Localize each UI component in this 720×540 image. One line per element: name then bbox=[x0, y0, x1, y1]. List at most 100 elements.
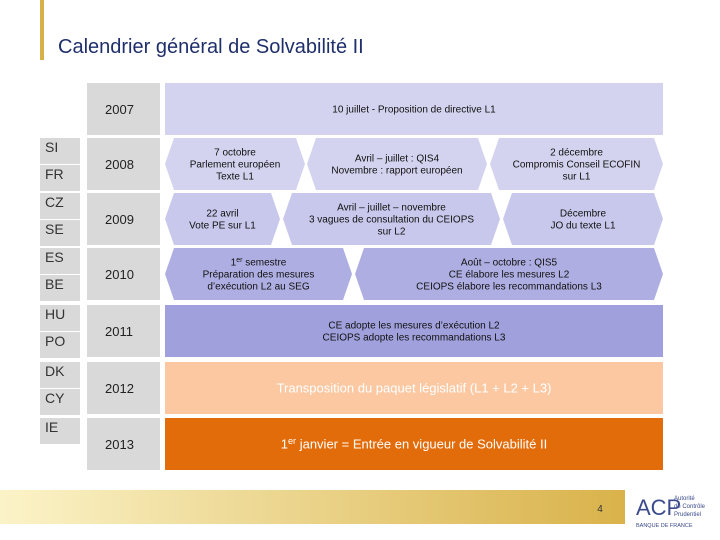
year-label: 2007 bbox=[105, 102, 134, 117]
event-text-part: CEIOPS adopte les recommandations L3 bbox=[323, 333, 506, 344]
event-text-part: Vote PE sur L1 bbox=[189, 221, 256, 232]
event-text: 10 juillet - Proposition de directive L1 bbox=[332, 105, 496, 116]
event-text: CE élabore les mesures L2 bbox=[449, 270, 570, 281]
event-text-part: CE adopte les mesures d’exécution L2 bbox=[328, 321, 500, 332]
event-block bbox=[490, 138, 663, 190]
event-text: sur L1 bbox=[563, 172, 591, 183]
country-label: DK bbox=[45, 363, 65, 379]
event-text: 7 octobre bbox=[214, 148, 256, 159]
year-box bbox=[87, 418, 160, 470]
event-block bbox=[307, 138, 487, 190]
event-text-part: Avril – juillet – novembre bbox=[337, 203, 446, 214]
event-text: Décembre bbox=[560, 209, 607, 220]
event-text: Transposition du paquet législatif (L1 +… bbox=[277, 381, 552, 396]
logo-name: Autorité bbox=[674, 496, 695, 502]
event-text: 2 décembre bbox=[550, 148, 603, 159]
event-text: JO du texte L1 bbox=[550, 221, 615, 232]
year-label: 2013 bbox=[105, 437, 134, 452]
logo-acronym: ACP bbox=[636, 495, 681, 520]
country-label: IE bbox=[45, 419, 58, 435]
logo-box bbox=[630, 490, 720, 530]
country-box bbox=[40, 362, 80, 388]
event-block bbox=[283, 193, 500, 245]
event-text-part: Avril – juillet : QIS4 bbox=[355, 154, 440, 165]
country-label: ES bbox=[45, 249, 64, 265]
year-box bbox=[87, 305, 160, 357]
country-box bbox=[40, 248, 80, 274]
event-text: Vote PE sur L1 bbox=[189, 221, 256, 232]
event-text-part: 10 juillet - Proposition de directive L1 bbox=[332, 105, 496, 116]
event-text-part: Préparation des mesures bbox=[203, 270, 315, 281]
event-text-part: 3 vagues de consultation du CEIOPS bbox=[309, 215, 474, 226]
event-text: Août – octobre : QIS5 bbox=[461, 258, 558, 269]
event-text: CEIOPS élabore les recommandations L3 bbox=[416, 282, 602, 293]
event-text: d’exécution L2 au SEG bbox=[207, 282, 310, 293]
footer-band bbox=[0, 490, 625, 524]
event-text: sur L2 bbox=[378, 227, 406, 238]
event-text-part: JO du texte L1 bbox=[550, 221, 615, 232]
event-text-part: Parlement européen bbox=[190, 160, 281, 171]
event-text: Parlement européen bbox=[190, 160, 281, 171]
event-text-part: Novembre : rapport européen bbox=[331, 166, 462, 177]
event-text-part: semestre bbox=[242, 258, 286, 269]
event-block bbox=[165, 138, 305, 190]
country-label: SE bbox=[45, 221, 64, 237]
logo-bank: BANQUE DE FRANCE bbox=[636, 523, 693, 529]
country-box bbox=[40, 332, 80, 358]
event-text-sup: er bbox=[236, 257, 243, 264]
event-block bbox=[165, 362, 663, 414]
country-box bbox=[40, 220, 80, 246]
event-text-part: 2 décembre bbox=[550, 148, 603, 159]
event-block bbox=[165, 248, 352, 300]
event-text: Avril – juillet – novembre bbox=[337, 203, 446, 214]
event-block bbox=[165, 418, 663, 470]
slide-title: Calendrier général de Solvabilité II bbox=[58, 36, 364, 58]
event-text-part: janvier = Entrée en vigueur de Solvabili… bbox=[296, 437, 547, 452]
year-label: 2008 bbox=[105, 157, 134, 172]
event-text-part: 22 avril bbox=[206, 209, 238, 220]
country-label: CZ bbox=[45, 194, 64, 210]
year-label: 2012 bbox=[105, 381, 134, 396]
event-text: 22 avril bbox=[206, 209, 238, 220]
country-box bbox=[40, 138, 80, 164]
year-box bbox=[87, 362, 160, 414]
event-text: Novembre : rapport européen bbox=[331, 166, 462, 177]
country-label: CY bbox=[45, 390, 65, 406]
event-text: CEIOPS adopte les recommandations L3 bbox=[323, 333, 506, 344]
country-label: FR bbox=[45, 166, 64, 182]
event-text: Texte L1 bbox=[216, 172, 254, 183]
page-number: 4 bbox=[597, 504, 603, 515]
event-text-part: CEIOPS élabore les recommandations L3 bbox=[416, 282, 602, 293]
event-text-part: Transposition du paquet législatif (L1 +… bbox=[277, 381, 552, 396]
year-box bbox=[87, 193, 160, 245]
year-label: 2011 bbox=[105, 324, 133, 339]
country-label: HU bbox=[45, 306, 65, 322]
event-block bbox=[355, 248, 663, 300]
event-text-part: 1 bbox=[281, 437, 288, 452]
country-label: BE bbox=[45, 276, 64, 292]
country-box bbox=[40, 275, 80, 301]
country-box bbox=[40, 305, 80, 331]
event-text: 3 vagues de consultation du CEIOPS bbox=[309, 215, 474, 226]
year-label: 2009 bbox=[105, 212, 134, 227]
event-text-part: Août – octobre : QIS5 bbox=[461, 258, 558, 269]
event-block bbox=[165, 83, 663, 135]
country-label: SI bbox=[45, 139, 58, 155]
event-text-part: 1 bbox=[231, 258, 237, 269]
event-text: 1er semestre bbox=[231, 257, 287, 269]
event-text-part: Compromis Conseil ECOFIN bbox=[513, 160, 641, 171]
country-label: PO bbox=[45, 333, 65, 349]
event-text-part: Décembre bbox=[560, 209, 607, 220]
event-text: Compromis Conseil ECOFIN bbox=[513, 160, 641, 171]
country-box bbox=[40, 389, 80, 415]
event-block bbox=[165, 193, 280, 245]
event-text-part: 7 octobre bbox=[214, 148, 256, 159]
event-block bbox=[165, 305, 663, 357]
country-box bbox=[40, 418, 80, 444]
year-box bbox=[87, 83, 160, 135]
country-box bbox=[40, 165, 80, 191]
event-text-part: Texte L1 bbox=[216, 172, 254, 183]
event-text: Préparation des mesures bbox=[203, 270, 315, 281]
